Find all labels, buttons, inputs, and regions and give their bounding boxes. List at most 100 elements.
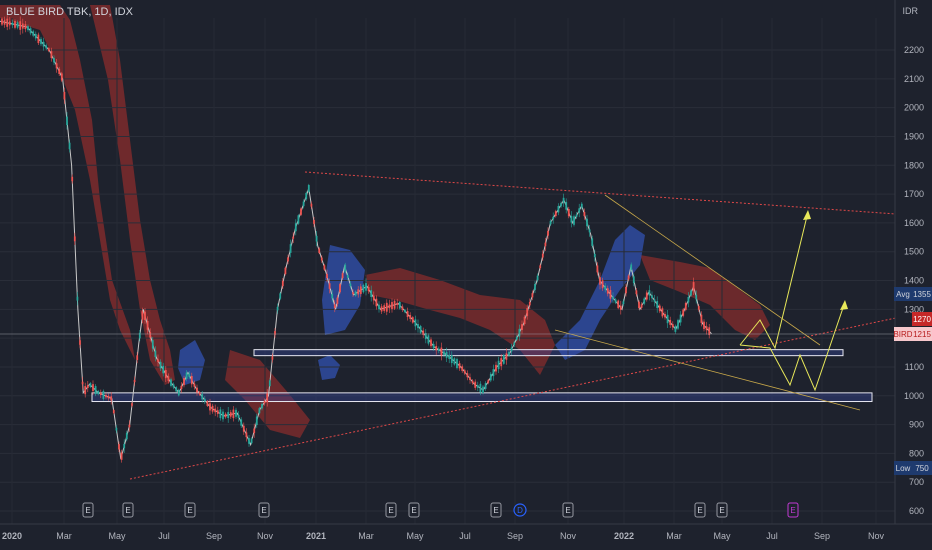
event-marker-label: E — [187, 506, 192, 515]
support-zone — [91, 392, 873, 403]
candle-body — [666, 314, 669, 324]
candle-body — [669, 319, 672, 325]
candle-body — [398, 301, 401, 309]
candle-body — [154, 350, 157, 358]
candle-body — [81, 381, 84, 385]
candle-body — [443, 351, 445, 355]
candle-body — [466, 373, 469, 378]
candle-body — [8, 21, 11, 26]
candle-body — [55, 63, 58, 69]
wedge-top — [604, 194, 821, 346]
candle-body — [159, 361, 162, 369]
candle-body — [575, 214, 578, 217]
candle-body — [482, 386, 484, 394]
candle-body — [125, 432, 128, 440]
candle-body — [27, 26, 29, 31]
earnings-marker[interactable] — [258, 502, 270, 518]
candle-body — [456, 359, 458, 369]
candle-body — [567, 209, 570, 217]
candle-body — [201, 394, 204, 400]
earnings-marker[interactable] — [716, 502, 728, 518]
dividend-marker[interactable] — [513, 503, 527, 517]
candle-body — [625, 286, 627, 294]
candle-body — [521, 324, 523, 330]
candle-body — [573, 216, 575, 225]
x-tick-label: May — [406, 531, 424, 541]
candle-body — [151, 340, 154, 349]
trend-lines — [129, 171, 911, 480]
candle-body — [349, 283, 352, 287]
candle-body — [307, 184, 310, 192]
candle-body — [391, 302, 393, 310]
badge-tag — [894, 327, 912, 341]
candle-body — [474, 381, 477, 388]
blue-cloud-1 — [178, 340, 205, 385]
candle-body — [458, 363, 461, 369]
projection-arrowhead-down — [840, 300, 848, 310]
candle-body — [674, 326, 677, 332]
x-tick-label: Jul — [459, 531, 471, 541]
candle-body — [565, 202, 568, 210]
blue-cloud-4 — [318, 355, 340, 380]
earnings-marker[interactable] — [787, 502, 799, 518]
candle-body — [684, 302, 687, 310]
candle-body — [50, 51, 53, 59]
candle-body — [235, 409, 237, 417]
candle-body — [661, 308, 664, 317]
candle-body — [271, 356, 274, 360]
candle-body — [133, 379, 136, 383]
candle-body — [359, 286, 362, 294]
candle-body — [523, 316, 526, 324]
candle-body — [229, 412, 232, 417]
candle-body — [362, 284, 365, 293]
event-marker-label: E — [125, 506, 130, 515]
earnings-marker[interactable] — [184, 502, 196, 518]
earnings-marker[interactable] — [385, 502, 397, 518]
earnings-marker[interactable] — [694, 502, 706, 518]
candle-body — [396, 302, 399, 305]
badge-value-label: 1215 — [913, 330, 931, 339]
x-tick-label: Mar — [56, 531, 72, 541]
candle-body — [32, 31, 35, 36]
earnings-marker[interactable] — [490, 502, 502, 518]
candle-body — [549, 220, 552, 225]
candle-body — [170, 379, 172, 386]
candle-body — [63, 92, 66, 100]
support-zone — [253, 349, 844, 357]
candle-body — [505, 353, 508, 360]
candle-body — [372, 295, 375, 301]
candle-body — [638, 301, 640, 309]
candle-body — [287, 257, 289, 262]
candle-body — [45, 45, 48, 49]
candle-body — [115, 427, 118, 431]
earnings-marker[interactable] — [562, 502, 574, 518]
x-tick-label: 2022 — [614, 531, 634, 541]
candle-body — [471, 380, 474, 384]
candle-body — [450, 355, 453, 364]
earnings-marker[interactable] — [82, 502, 94, 518]
earnings-marker[interactable] — [122, 502, 134, 518]
event-marker-label: E — [85, 506, 90, 515]
candle-body — [632, 276, 635, 284]
candle-body — [591, 238, 594, 246]
candle-body — [427, 335, 430, 344]
event-marker-label: E — [697, 506, 702, 515]
candle-body — [489, 373, 492, 381]
candle-body — [313, 220, 315, 224]
badge-value-label: 1355 — [913, 290, 931, 299]
candle-body — [86, 385, 89, 389]
badge-value-label: 1270 — [913, 315, 931, 324]
candle-body — [157, 359, 159, 362]
candle-body — [690, 290, 692, 296]
candle-body — [3, 19, 6, 25]
candle-body — [279, 293, 282, 299]
candle-body — [679, 314, 682, 323]
candle-body — [162, 365, 165, 374]
candle-body — [193, 383, 196, 387]
candle-body — [653, 299, 656, 302]
earnings-marker[interactable] — [408, 502, 420, 518]
candle-body — [557, 205, 560, 213]
candle-body — [492, 369, 495, 377]
